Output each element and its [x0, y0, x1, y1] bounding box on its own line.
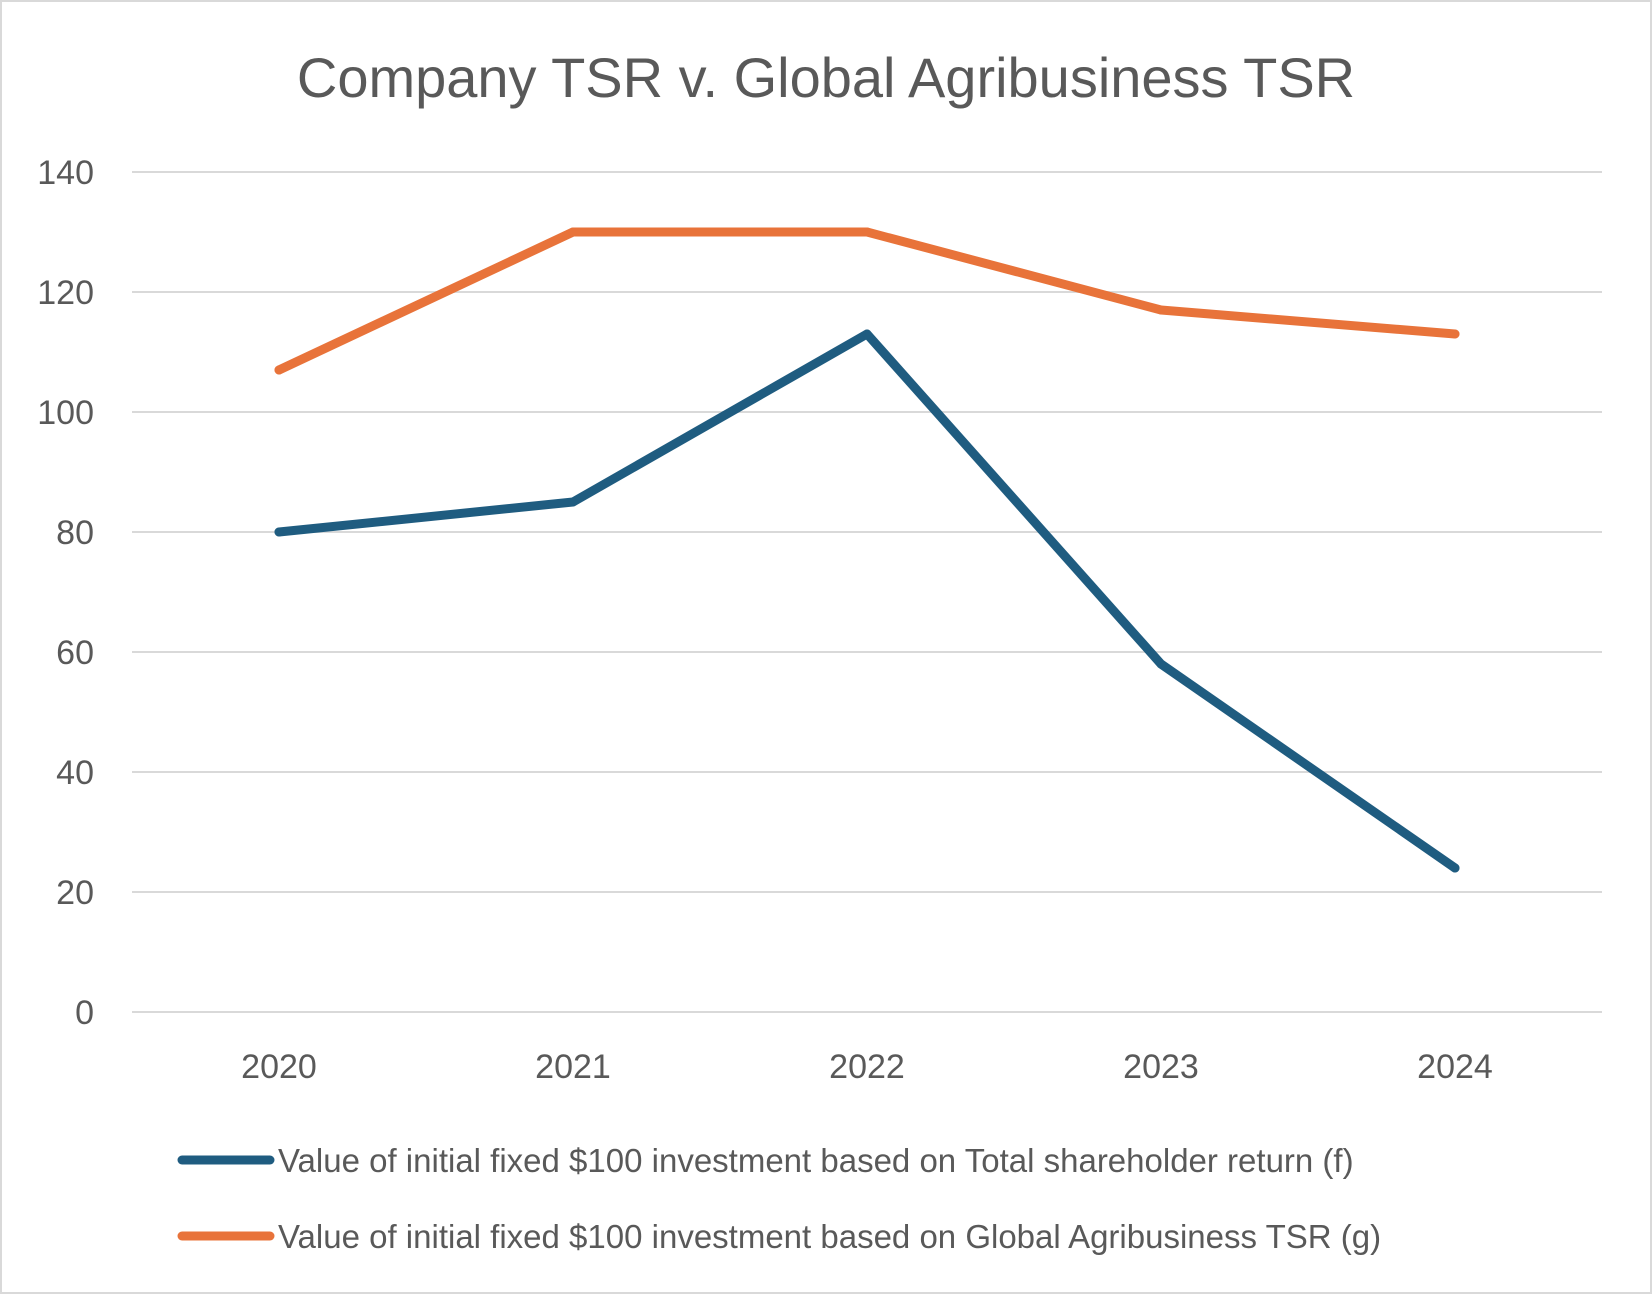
- y-tick-label: 20: [56, 874, 94, 912]
- legend-label: Value of initial fixed $100 investment b…: [278, 1218, 1381, 1255]
- x-tick-label: 2021: [535, 1048, 611, 1086]
- y-axis-tick-labels: 0 20 40 60 80 100 120 140: [37, 154, 94, 1032]
- x-axis-tick-labels: 2020 2021 2022 2023 2024: [241, 1048, 1493, 1086]
- data-point: [568, 497, 578, 507]
- x-tick-label: 2022: [829, 1048, 905, 1086]
- data-point: [274, 527, 284, 537]
- x-tick-label: 2023: [1123, 1048, 1199, 1086]
- data-point: [862, 227, 872, 237]
- data-point: [1156, 305, 1166, 315]
- y-tick-label: 40: [56, 754, 94, 792]
- x-tick-label: 2020: [241, 1048, 317, 1086]
- legend: Value of initial fixed $100 investment b…: [177, 1142, 1381, 1255]
- y-tick-label: 0: [75, 994, 94, 1032]
- chart-title: Company TSR v. Global Agribusiness TSR: [297, 46, 1355, 109]
- series-line-2: [274, 227, 1460, 375]
- legend-label: Value of initial fixed $100 investment b…: [278, 1142, 1354, 1179]
- series-line-1: [274, 329, 1460, 873]
- data-point: [568, 227, 578, 237]
- x-tick-label: 2024: [1417, 1048, 1493, 1086]
- series-lines: [274, 227, 1460, 873]
- data-point: [1450, 329, 1460, 339]
- data-point: [1450, 863, 1460, 873]
- y-tick-label: 80: [56, 514, 94, 552]
- data-point: [274, 365, 284, 375]
- gridlines: [132, 171, 1602, 1013]
- data-point: [862, 329, 872, 339]
- y-tick-label: 120: [37, 274, 94, 312]
- y-tick-label: 140: [37, 154, 94, 192]
- y-tick-label: 100: [37, 394, 94, 432]
- data-point: [1156, 659, 1166, 669]
- y-tick-label: 60: [56, 634, 94, 672]
